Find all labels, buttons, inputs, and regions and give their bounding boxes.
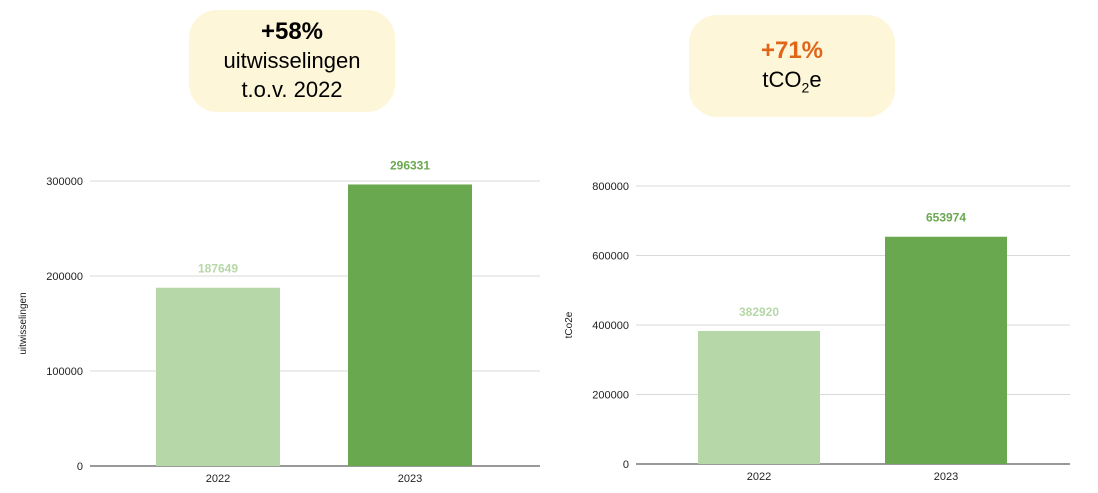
bar-2023 — [885, 236, 1007, 464]
bar-2022 — [156, 287, 280, 466]
x-tick-label: 2023 — [398, 473, 422, 485]
x-tick-label: 2022 — [206, 473, 230, 485]
y-tick-label: 200000 — [592, 390, 629, 402]
callout-percent: +71% — [760, 37, 824, 64]
callout-tco2e: +71% tCO2e — [689, 15, 895, 117]
y-tick-label: 0 — [623, 459, 629, 471]
data-label: 187649 — [198, 262, 238, 276]
y-axis-title: uitwisselingen — [18, 292, 29, 354]
callout-line-1: uitwisselingen — [223, 48, 361, 73]
data-label: 296331 — [390, 158, 430, 172]
callout-line-2: t.o.v. 2022 — [241, 77, 343, 102]
y-tick-label: 400000 — [592, 320, 629, 332]
y-tick-label: 600000 — [592, 251, 629, 263]
bar-2022 — [698, 330, 820, 464]
y-tick-label: 0 — [77, 461, 83, 473]
y-tick-label: 100000 — [46, 366, 83, 378]
data-label: 653974 — [926, 211, 966, 225]
x-tick-label: 2023 — [934, 471, 958, 483]
callout-unit-pre: tCO — [762, 67, 802, 92]
callout-unit: tCO2e — [689, 65, 895, 102]
y-tick-label: 800000 — [592, 181, 629, 193]
callout-uitwisselingen: +58% uitwisselingen t.o.v. 2022 — [189, 10, 395, 112]
y-tick-label: 300000 — [46, 176, 83, 188]
data-label: 382920 — [739, 305, 779, 319]
callout-unit-sub: 2 — [801, 79, 810, 96]
bar-2023 — [348, 184, 472, 467]
callout-percent: +58% — [260, 18, 324, 45]
x-tick-label: 2022 — [747, 471, 771, 483]
callout-unit-post: e — [809, 67, 822, 92]
y-axis-title: tCo2e — [564, 311, 575, 338]
y-tick-label: 200000 — [46, 271, 83, 283]
